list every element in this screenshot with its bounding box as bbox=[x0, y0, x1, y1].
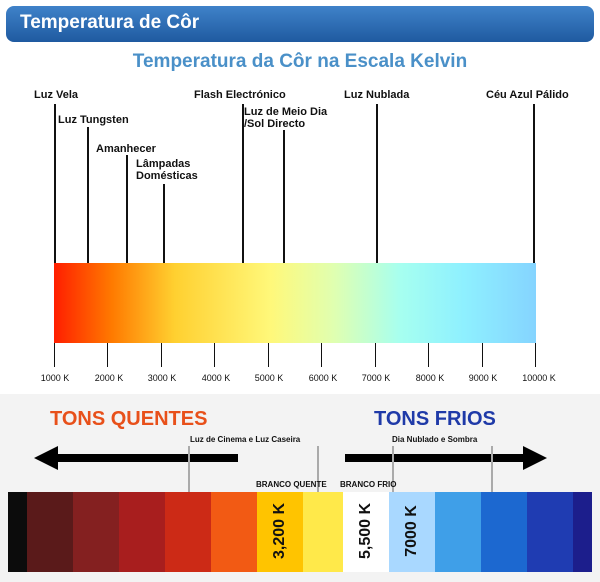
warm-white-label: BRANCO QUENTE bbox=[256, 480, 327, 489]
tick-label: 6000 K bbox=[308, 373, 338, 383]
cold-note: Dia Nublado e Sombra bbox=[392, 435, 478, 444]
tick-2000 bbox=[107, 343, 108, 367]
tick-label: 9000 K bbox=[468, 373, 498, 383]
tick-8000 bbox=[428, 343, 429, 367]
tick-3000 bbox=[161, 343, 162, 367]
tick-4000 bbox=[214, 343, 215, 367]
warm-arrow bbox=[34, 446, 238, 470]
header-title: Temperatura de Côr bbox=[20, 12, 200, 33]
swatch-red-3 bbox=[165, 492, 211, 572]
tick-label: 3000 K bbox=[147, 373, 177, 383]
k3200-wrap: 3,200 K bbox=[255, 503, 305, 559]
k5500-label: 5,500 K bbox=[357, 502, 375, 560]
tick-label: 10000 K bbox=[522, 373, 556, 383]
marker-line-ceu-azul bbox=[533, 104, 535, 263]
tick-6000 bbox=[321, 343, 322, 367]
tick-5000 bbox=[268, 343, 269, 367]
swatch-blue-2 bbox=[481, 492, 527, 572]
cold-tones-label: TONS FRIOS bbox=[374, 408, 496, 430]
swatch-blue-1 bbox=[435, 492, 481, 572]
cold-white-label: BRANCO FRIO bbox=[340, 480, 397, 489]
k7000-label: 7000 K bbox=[403, 505, 420, 557]
cold-arrow bbox=[345, 446, 547, 470]
label-lampadas: Lâmpadas Domésticas bbox=[136, 158, 198, 182]
swatch-dark-red bbox=[27, 492, 73, 572]
label-amanhecer: Amanhecer bbox=[96, 143, 156, 155]
label-meio-dia: Luz de Meio Dia /Sol Directo bbox=[244, 106, 328, 130]
k3200-label: 3,200 K bbox=[271, 502, 289, 560]
kelvin-gradient-bar bbox=[54, 263, 536, 343]
marker-line-luz-nublada bbox=[376, 104, 378, 263]
tick-10000 bbox=[535, 343, 536, 367]
label-luz-nublada: Luz Nublada bbox=[344, 89, 410, 101]
header-bar: Temperatura de Côr bbox=[6, 6, 594, 42]
swatch-3200k bbox=[257, 492, 303, 572]
warm-bracket-right bbox=[317, 446, 319, 492]
tick-9000 bbox=[482, 343, 483, 367]
label-luz-tungsten: Luz Tungsten bbox=[58, 114, 129, 126]
tick-label: 1000 K bbox=[40, 373, 70, 383]
warm-note: Luz de Cinema e Luz Caseira bbox=[190, 435, 301, 444]
diagram-title: Temperatura da Côr na Escala Kelvin bbox=[132, 51, 468, 72]
warm-bracket-left bbox=[188, 446, 190, 492]
tick-label: 7000 K bbox=[361, 373, 391, 383]
swatch-blue-3 bbox=[527, 492, 573, 572]
swatch-orange bbox=[211, 492, 257, 572]
tick-7000 bbox=[375, 343, 376, 367]
marker-line-luz-vela bbox=[54, 104, 56, 263]
tick-label: 5000 K bbox=[254, 373, 284, 383]
tick-1000 bbox=[54, 343, 55, 367]
swatch-yellow bbox=[303, 492, 343, 572]
k7000-wrap: 7000 K bbox=[387, 505, 437, 557]
marker-line-amanhecer bbox=[126, 155, 128, 263]
marker-line-luz-tungsten bbox=[87, 127, 89, 263]
swatch-navy bbox=[573, 492, 592, 572]
swatch-black bbox=[8, 492, 27, 572]
swatch-red-2 bbox=[119, 492, 165, 572]
marker-line-lampadas bbox=[163, 184, 165, 263]
cold-bracket-right bbox=[491, 446, 493, 492]
tick-label: 2000 K bbox=[94, 373, 124, 383]
label-flash: Flash Electrónico bbox=[194, 89, 286, 101]
swatch-5500k bbox=[343, 492, 389, 572]
warm-tones-label: TONS QUENTES bbox=[50, 408, 208, 430]
cold-bracket-left bbox=[392, 446, 394, 492]
marker-line-meio-dia bbox=[283, 130, 285, 263]
tick-label: 4000 K bbox=[201, 373, 231, 383]
label-ceu-azul: Céu Azul Pálido bbox=[486, 89, 569, 101]
marker-line-flash bbox=[242, 104, 244, 263]
swatch-7000k bbox=[389, 492, 435, 572]
label-luz-vela: Luz Vela bbox=[34, 89, 79, 101]
swatch-red-1 bbox=[73, 492, 119, 572]
tick-label: 8000 K bbox=[415, 373, 445, 383]
k5500-wrap: 5,500 K bbox=[341, 503, 391, 559]
